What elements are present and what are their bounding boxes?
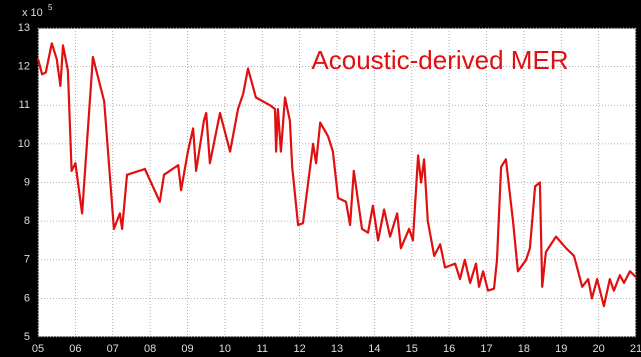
y-tick-label: 9 [24, 176, 30, 188]
y-tick-label: 5 [24, 331, 30, 343]
y-tick-label: 12 [18, 61, 30, 73]
x-tick-label: 09 [181, 343, 193, 355]
y-tick-label: 11 [19, 99, 30, 111]
x-tick-label: 06 [69, 343, 81, 355]
x-tick-label: 15 [406, 343, 418, 355]
chart-title: Acoustic-derived MER [311, 45, 568, 75]
x-tick-label: 17 [480, 343, 492, 355]
x-tick-label: 07 [107, 343, 119, 355]
y-multiplier-base: x 10 [22, 7, 43, 19]
y-tick-label: 8 [24, 215, 30, 227]
x-tick-label: 12 [294, 343, 306, 355]
x-tick-label: 19 [555, 343, 567, 355]
x-tick-label: 14 [368, 343, 380, 355]
x-tick-label: 05 [32, 343, 44, 355]
x-tick-label: 20 [593, 343, 605, 355]
y-tick-label: 7 [24, 254, 30, 266]
y-tick-label: 10 [18, 138, 30, 150]
x-tick-label: 21 [630, 343, 641, 355]
x-tick-label: 08 [144, 343, 156, 355]
y-tick-label: 6 [24, 292, 30, 304]
x-tick-label: 10 [219, 343, 231, 355]
x-tick-label: 13 [331, 343, 343, 355]
x-tick-label: 18 [518, 343, 530, 355]
y-tick-label: 13 [18, 22, 30, 34]
x-tick-label: 16 [443, 343, 455, 355]
y-multiplier-exponent: 5 [48, 3, 53, 12]
line [36, 42, 637, 308]
x-tick-label: 11 [257, 343, 268, 355]
